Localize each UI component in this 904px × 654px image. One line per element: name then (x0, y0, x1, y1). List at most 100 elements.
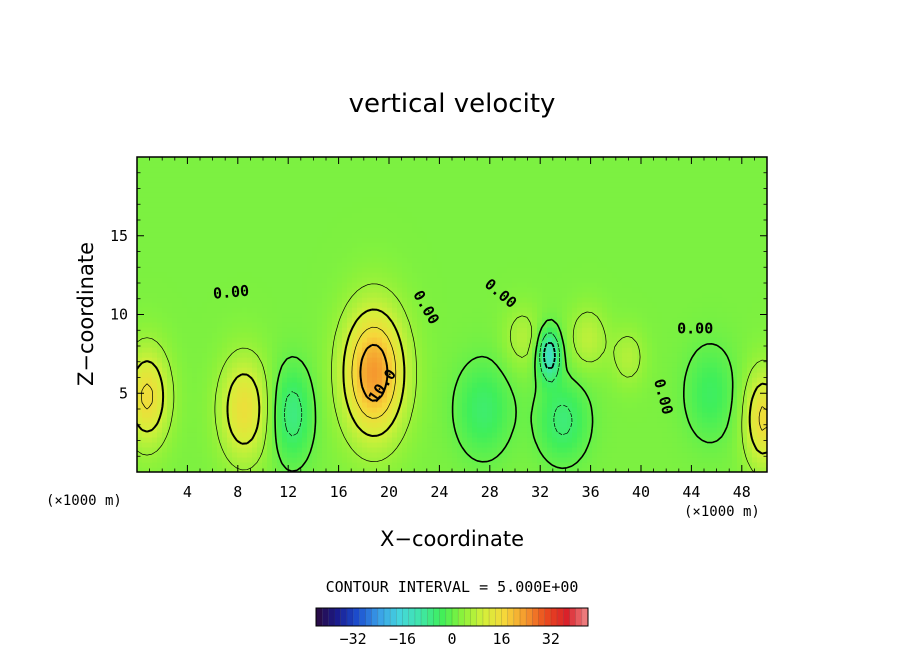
field-cell (757, 312, 763, 318)
field-cell (712, 427, 718, 433)
field-cell (447, 422, 453, 428)
field-cell (317, 322, 323, 328)
field-cell (382, 317, 388, 323)
field-cell (747, 377, 753, 383)
field-cell (592, 367, 598, 373)
field-cell (412, 422, 418, 428)
field-cell (537, 442, 543, 448)
field-cell (197, 462, 203, 468)
field-cell (677, 402, 683, 408)
field-cell (197, 402, 203, 408)
field-cell (407, 447, 413, 453)
field-cell (212, 342, 218, 348)
field-cell (417, 322, 423, 328)
field-cell (742, 292, 748, 298)
field-cell (247, 367, 253, 373)
field-cell (417, 327, 423, 333)
field-cell (687, 362, 693, 368)
field-cell (257, 297, 263, 303)
field-cell (332, 452, 338, 458)
field-cell (257, 277, 263, 283)
field-cell (602, 312, 608, 318)
field-cell (462, 387, 468, 393)
field-cell (382, 332, 388, 338)
field-cell (662, 402, 668, 408)
field-cell (672, 377, 678, 383)
field-cell (632, 362, 638, 368)
field-cell (447, 322, 453, 328)
field-cell (682, 432, 688, 438)
field-cell (762, 432, 767, 438)
field-cell (422, 307, 428, 313)
field-cell (167, 292, 173, 298)
field-cell (667, 392, 673, 398)
field-cell (562, 402, 568, 408)
field-cell (657, 342, 663, 348)
field-cell (162, 367, 168, 373)
field-cell (682, 327, 688, 333)
field-cell (512, 312, 518, 318)
field-cell (267, 362, 273, 368)
field-cell (337, 462, 343, 468)
field-cell (547, 457, 553, 463)
field-cell (742, 437, 748, 443)
field-cell (262, 282, 268, 288)
field-cell (337, 272, 343, 278)
field-cell (552, 287, 558, 293)
field-cell (432, 427, 438, 433)
field-cell (292, 437, 298, 443)
field-cell (287, 427, 293, 433)
field-cell (292, 327, 298, 333)
field-cell (327, 272, 333, 278)
field-cell (692, 367, 698, 373)
field-cell (752, 332, 758, 338)
field-cell (447, 427, 453, 433)
field-cell (737, 387, 743, 393)
field-cell (737, 427, 743, 433)
field-cell (572, 467, 578, 472)
field-cell (627, 387, 633, 393)
field-cell (617, 467, 623, 472)
field-cell (522, 352, 528, 358)
field-cell (547, 342, 553, 348)
field-cell (287, 422, 293, 428)
field-cell (262, 392, 268, 398)
field-cell (202, 437, 208, 443)
field-cell (552, 322, 558, 328)
field-cell (607, 357, 613, 363)
field-cell (417, 337, 423, 343)
field-cell (302, 442, 308, 448)
field-cell (697, 322, 703, 328)
field-cell (237, 322, 243, 328)
field-cell (162, 412, 168, 418)
field-cell (332, 342, 338, 348)
field-cell (432, 312, 438, 318)
field-cell (717, 352, 723, 358)
field-cell (277, 452, 283, 458)
field-cell (687, 392, 693, 398)
field-cell (332, 387, 338, 393)
field-cell (242, 447, 248, 453)
field-cell (607, 442, 613, 448)
field-cell (217, 332, 223, 338)
field-cell (287, 447, 293, 453)
field-cell (347, 432, 353, 438)
field-cell (487, 327, 493, 333)
field-cell (407, 377, 413, 383)
field-cell (152, 437, 158, 443)
field-cell (322, 317, 328, 323)
field-cell (192, 337, 198, 343)
field-cell (322, 357, 328, 363)
field-cell (657, 332, 663, 338)
field-cell (147, 337, 153, 343)
field-cell (342, 302, 348, 308)
field-cell (282, 422, 288, 428)
field-cell (757, 377, 763, 383)
field-cell (232, 422, 238, 428)
field-cell (387, 422, 393, 428)
field-cell (197, 442, 203, 448)
field-cell (397, 307, 403, 313)
field-cell (227, 337, 233, 343)
field-cell (632, 432, 638, 438)
field-cell (602, 447, 608, 453)
